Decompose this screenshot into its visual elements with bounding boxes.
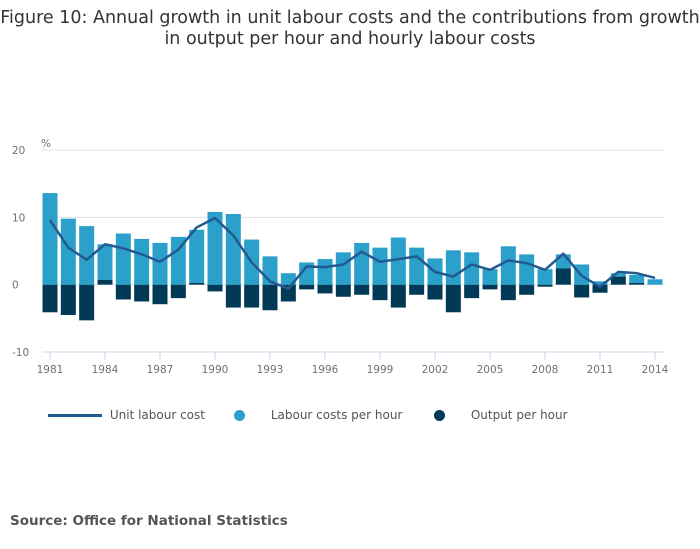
x-tick-label: 2011 — [587, 364, 614, 376]
output-per-hour-bar — [317, 284, 333, 294]
labour-costs-bar — [372, 247, 388, 285]
output-per-hour-bar — [445, 284, 461, 313]
output-per-hour-bar — [299, 284, 315, 290]
output-per-hour-bar — [629, 282, 645, 285]
output-per-hour-bar — [409, 284, 425, 295]
output-per-hour-bar — [280, 284, 296, 302]
labour-costs-bar — [97, 244, 113, 280]
output-per-hour-bar — [189, 282, 205, 285]
x-tick-label: 2014 — [642, 364, 669, 376]
labour-costs-bar — [537, 269, 553, 285]
labour-costs-bar — [79, 226, 95, 285]
labour-costs-bar — [225, 213, 241, 285]
output-per-hour-bar — [610, 276, 626, 285]
labour-costs-bar — [280, 273, 296, 285]
labour-costs-bar — [189, 229, 205, 283]
legend-label: Output per hour — [470, 408, 568, 422]
x-tick-label: 1996 — [312, 364, 339, 376]
legend-labour-costs-per-hour: Labour costs per hour — [234, 408, 402, 422]
y-tick-label: 0 — [12, 280, 19, 292]
labour-costs-bar — [152, 242, 168, 285]
x-tick-label: 1999 — [367, 364, 394, 376]
output-per-hour-bar — [519, 284, 535, 295]
x-tick-label: 1993 — [257, 364, 284, 376]
y-tick-label: -10 — [12, 347, 29, 359]
output-per-hour-bar — [60, 284, 76, 315]
x-tick-label: 1987 — [147, 364, 174, 376]
x-tick-label: 1990 — [202, 364, 229, 376]
labour-costs-bar — [464, 252, 480, 285]
output-per-hour-bar — [537, 284, 553, 287]
labour-costs-bar — [354, 242, 370, 285]
output-per-hour-bar — [390, 284, 406, 308]
labour-costs-bar — [335, 252, 351, 285]
legend-label: Unit labour cost — [109, 408, 205, 422]
labour-costs-bar — [42, 193, 58, 285]
output-per-hour-bar — [372, 284, 388, 301]
labour-costs-bar — [390, 237, 406, 285]
y-tick-label: 10 — [12, 212, 25, 224]
output-per-hour-bar — [225, 284, 241, 308]
legend-unit-labour-cost: Unit labour cost — [48, 408, 205, 422]
circle-legend-icon — [434, 410, 445, 421]
labour-costs-bar — [500, 246, 516, 285]
line-legend-icon — [48, 414, 102, 417]
source-note: Source: Office for National Statistics — [10, 513, 288, 529]
x-tick-label: 2005 — [477, 364, 504, 376]
output-per-hour-bar — [152, 284, 168, 305]
labour-costs-bar — [629, 274, 645, 283]
labour-costs-bar — [317, 259, 333, 285]
output-per-hour-bar — [207, 284, 223, 292]
labour-costs-bar — [482, 269, 498, 285]
labour-costs-bar — [170, 236, 186, 285]
output-per-hour-bar — [555, 268, 571, 285]
circle-legend-icon — [234, 410, 245, 421]
chart-title: Figure 10: Annual growth in unit labour … — [0, 8, 700, 49]
labour-costs-bar — [647, 279, 663, 285]
output-per-hour-bar — [335, 284, 351, 297]
labour-costs-bar — [445, 250, 461, 285]
output-per-hour-bar — [482, 284, 498, 290]
output-per-hour-bar — [244, 284, 260, 308]
labour-costs-bar — [115, 233, 131, 285]
x-tick-label: 1981 — [37, 364, 64, 376]
output-per-hour-bar — [134, 284, 150, 302]
output-per-hour-bar — [42, 284, 58, 313]
output-per-hour-bar — [170, 284, 186, 299]
labour-costs-bar — [60, 218, 76, 285]
output-per-hour-bar — [262, 284, 278, 311]
labour-costs-bar — [207, 211, 223, 285]
legend-label: Labour costs per hour — [270, 408, 403, 422]
x-tick-label: 2002 — [422, 364, 449, 376]
output-per-hour-bar — [427, 284, 443, 300]
output-per-hour-bar — [97, 279, 113, 285]
y-tick-label: 20 — [12, 145, 25, 157]
labour-costs-bar — [409, 247, 425, 285]
y-axis-unit: % — [41, 138, 51, 150]
labour-costs-bar — [519, 254, 535, 285]
legend-output-per-hour: Output per hour — [434, 408, 568, 422]
output-per-hour-bar — [354, 284, 370, 295]
unit-labour-cost-line — [48, 216, 656, 290]
labour-costs-bar — [134, 238, 150, 285]
output-per-hour-bar — [464, 284, 480, 299]
labour-costs-bar — [610, 273, 626, 277]
x-tick-label: 2008 — [532, 364, 559, 376]
labour-costs-bar — [592, 281, 608, 285]
output-per-hour-bar — [500, 284, 516, 301]
output-per-hour-bar — [115, 284, 131, 300]
labour-costs-bar — [299, 262, 315, 285]
output-per-hour-bar — [592, 284, 608, 293]
x-tick-label: 1984 — [92, 364, 119, 376]
output-per-hour-bar — [79, 284, 95, 321]
output-per-hour-bar — [574, 284, 590, 298]
